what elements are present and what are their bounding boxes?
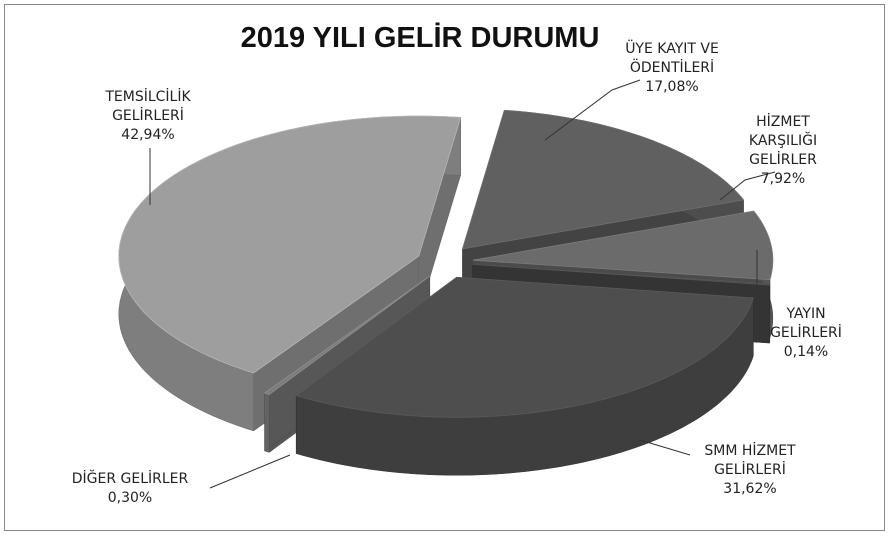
value-label: 0,30%: [107, 490, 153, 506]
category-label: ÜYE KAYIT VE ÖDENTİLERİ: [625, 41, 719, 76]
category-label: SMM HİZMET GELİRLERİ: [704, 443, 796, 478]
value-label: 7,92%: [760, 171, 806, 187]
value-label: 31,62%: [723, 481, 777, 497]
pie-slice: [461, 109, 745, 250]
leader-line: [719, 171, 776, 201]
pie-slice: [118, 115, 462, 374]
data-label: HİZMET KARŞILIĞI GELİRLER 7,92%: [730, 113, 837, 189]
data-label: DİĞER GELİRLER 0,30%: [72, 470, 189, 508]
data-label: ÜYE KAYIT VE ÖDENTİLERİ 17,08%: [625, 40, 719, 97]
value-label: 0,14%: [783, 344, 829, 360]
value-label: 17,08%: [645, 79, 699, 95]
pie-slice: [472, 264, 771, 286]
pie-slice: [472, 210, 774, 281]
slice-wall: [264, 392, 270, 453]
leader-line: [639, 439, 691, 456]
value-label: 42,94%: [121, 127, 175, 143]
pie-slice: [263, 275, 431, 395]
leader-line: [544, 79, 641, 141]
category-label: TEMSİLCİLİK GELİRLERİ: [105, 89, 191, 124]
pie-slice: [295, 276, 754, 418]
data-label: TEMSİLCİLİK GELİRLERİ 42,94%: [105, 88, 190, 145]
category-label: YAYIN GELİRLERİ: [770, 306, 842, 341]
chart-title: 2019 YILI GELİR DURUMU: [240, 22, 600, 54]
data-label: YAYIN GELİRLERİ 0,14%: [764, 305, 848, 362]
category-label: DİĞER GELİRLER: [71, 471, 189, 487]
leader-line: [209, 454, 291, 489]
data-label: SMM HİZMET GELİRLERİ 31,62%: [704, 442, 795, 499]
category-label: HİZMET KARŞILIĞI GELİRLER: [748, 114, 818, 168]
